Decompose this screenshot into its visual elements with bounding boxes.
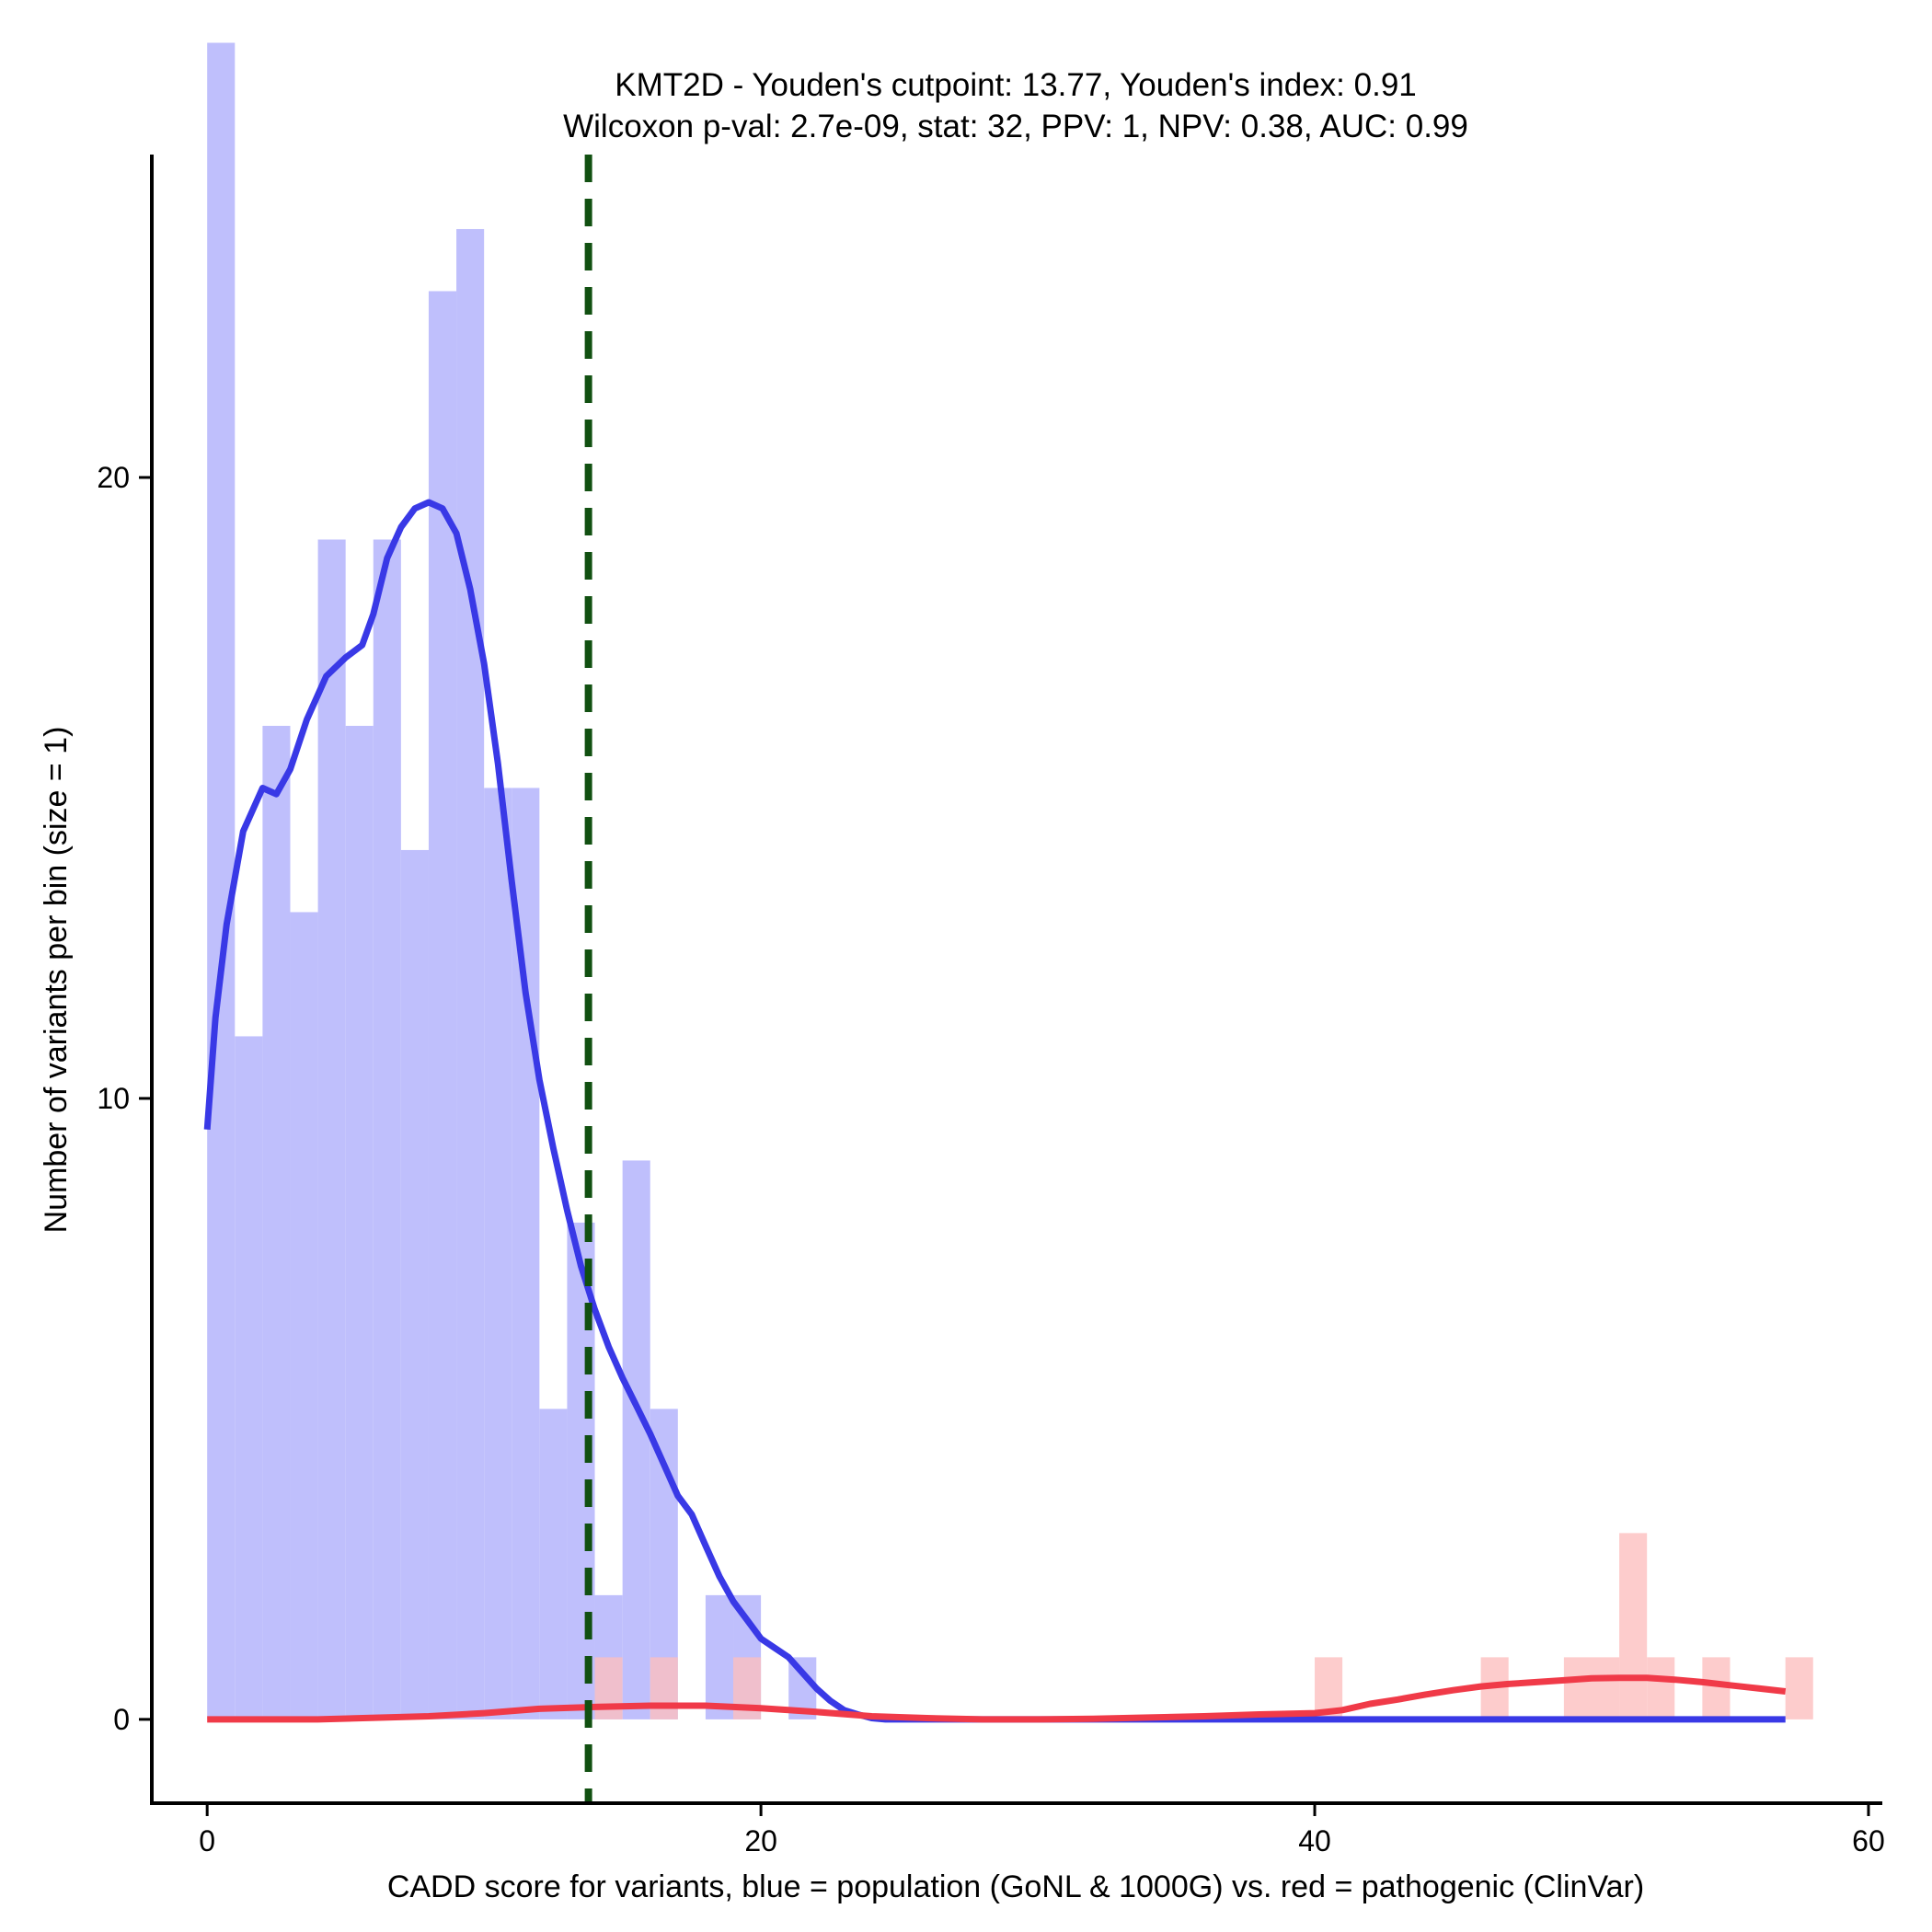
population-bar-6: [373, 539, 401, 1719]
population-bar-15: [622, 1160, 650, 1719]
y-tick-label-2: 20: [97, 461, 130, 494]
pathogenic-bar-1: [650, 1657, 678, 1719]
pathogenic-density-line: [207, 1674, 1787, 1723]
x-axis-label: CADD score for variants, blue = populati…: [387, 1869, 1644, 1904]
population-bar-17: [705, 1594, 734, 1719]
population-bar-0: [207, 42, 236, 1719]
x-tick-label-3: 60: [1852, 1824, 1885, 1857]
x-tick-label-2: 40: [1298, 1824, 1331, 1857]
population-density-line: [203, 499, 1786, 1723]
population-bars: [207, 42, 817, 1719]
y-tick-label-0: 0: [113, 1703, 130, 1736]
population-bar-7: [400, 849, 429, 1719]
pathogenic-bar-9: [1702, 1657, 1731, 1719]
pathogenic-bars: [594, 1533, 1813, 1719]
pathogenic-bar-6: [1591, 1657, 1620, 1719]
x-tick-label-0: 0: [199, 1824, 215, 1857]
pathogenic-bar-8: [1647, 1657, 1675, 1719]
x-tick-label-1: 20: [744, 1824, 777, 1857]
y-axis-ticks: 0 10 20: [97, 461, 152, 1736]
population-bar-2: [262, 725, 291, 1719]
chart-title-line-2: Wilcoxon p-val: 2.7e-09, stat: 32, PPV: …: [563, 109, 1468, 144]
y-tick-label-1: 10: [97, 1082, 130, 1115]
y-axis-label: Number of variants per bin (size = 1): [39, 727, 74, 1234]
pathogenic-bar-5: [1563, 1657, 1592, 1719]
x-axis-ticks: 0 20 40 60: [199, 1803, 1885, 1857]
population-bar-4: [317, 539, 346, 1719]
population-bar-1: [235, 1036, 263, 1719]
population-bar-9: [456, 228, 485, 1719]
pathogenic-bar-10: [1785, 1657, 1813, 1719]
population-bar-3: [290, 912, 318, 1719]
population-bar-12: [539, 1409, 568, 1719]
population-bar-10: [484, 788, 512, 1719]
pathogenic-bar-7: [1619, 1533, 1648, 1719]
population-bar-5: [345, 725, 374, 1719]
chart-title-line-1: KMT2D - Youden's cutpoint: 13.77, Youden…: [615, 67, 1417, 103]
